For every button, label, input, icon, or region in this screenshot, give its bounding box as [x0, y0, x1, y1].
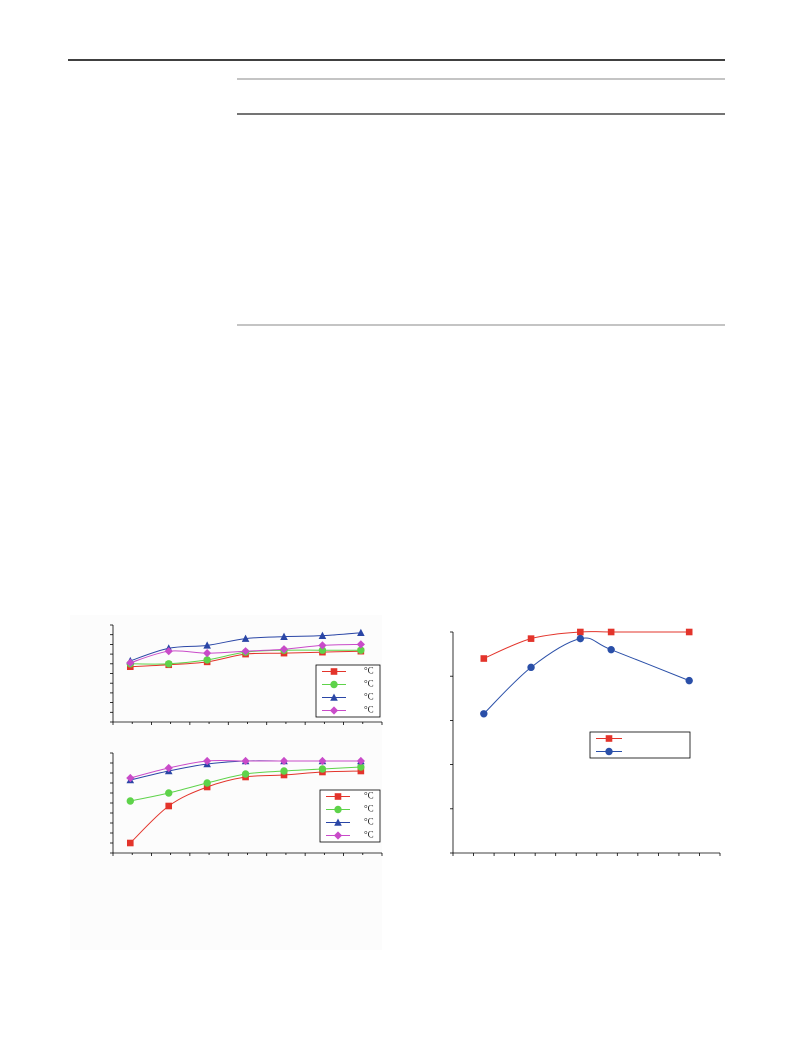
marker — [241, 634, 250, 642]
legend-box — [319, 789, 381, 843]
marker — [203, 641, 211, 649]
marker — [318, 646, 327, 654]
marker — [164, 763, 173, 773]
legend-box — [589, 731, 691, 759]
marker — [280, 632, 288, 640]
marker — [607, 628, 615, 636]
marker — [605, 735, 613, 742]
marker — [241, 756, 250, 766]
legend-label: °C — [364, 817, 374, 827]
marker — [334, 793, 342, 800]
legend-label: °C — [364, 804, 374, 814]
legend-label: °C — [364, 692, 374, 702]
marker — [330, 693, 338, 701]
marker — [318, 765, 327, 773]
legend-label: °C — [364, 830, 374, 840]
marker — [357, 628, 365, 637]
marker — [126, 797, 134, 805]
legend-box — [315, 664, 381, 718]
marker — [165, 789, 173, 797]
marker — [165, 660, 173, 668]
marker — [280, 767, 288, 775]
marker — [126, 773, 135, 783]
marker — [241, 647, 250, 656]
marker — [685, 628, 693, 636]
marker — [126, 839, 134, 847]
marker — [203, 656, 211, 664]
legend-label: °C — [364, 679, 374, 689]
marker — [330, 680, 338, 689]
marker — [318, 631, 327, 639]
marker — [577, 628, 584, 636]
marker — [357, 646, 365, 654]
marker — [605, 747, 613, 756]
marker — [576, 634, 585, 643]
marker — [318, 756, 327, 766]
marker — [685, 676, 693, 685]
marker — [357, 767, 365, 775]
marker — [279, 645, 289, 654]
marker — [203, 783, 211, 791]
series-line — [483, 637, 690, 715]
marker — [356, 756, 365, 766]
marker — [280, 771, 288, 779]
marker — [203, 756, 212, 766]
marker — [241, 770, 250, 778]
marker — [607, 645, 615, 654]
marker — [334, 805, 342, 814]
legend-label: °C — [364, 791, 374, 801]
marker — [330, 668, 338, 675]
marker — [126, 658, 135, 667]
marker — [333, 831, 343, 840]
marker — [334, 818, 342, 826]
marker — [480, 710, 488, 718]
marker — [527, 663, 535, 672]
marker — [356, 640, 365, 649]
marker — [318, 641, 327, 650]
marker — [329, 706, 339, 715]
marker — [527, 635, 535, 642]
series-line — [483, 631, 690, 659]
marker — [203, 649, 212, 658]
marker — [164, 647, 173, 656]
legend-label: °C — [364, 666, 374, 676]
marker — [279, 756, 289, 766]
marker — [357, 763, 365, 771]
marker — [165, 802, 173, 810]
marker — [480, 655, 488, 662]
legend-label: °C — [364, 705, 374, 715]
marker — [203, 779, 211, 787]
